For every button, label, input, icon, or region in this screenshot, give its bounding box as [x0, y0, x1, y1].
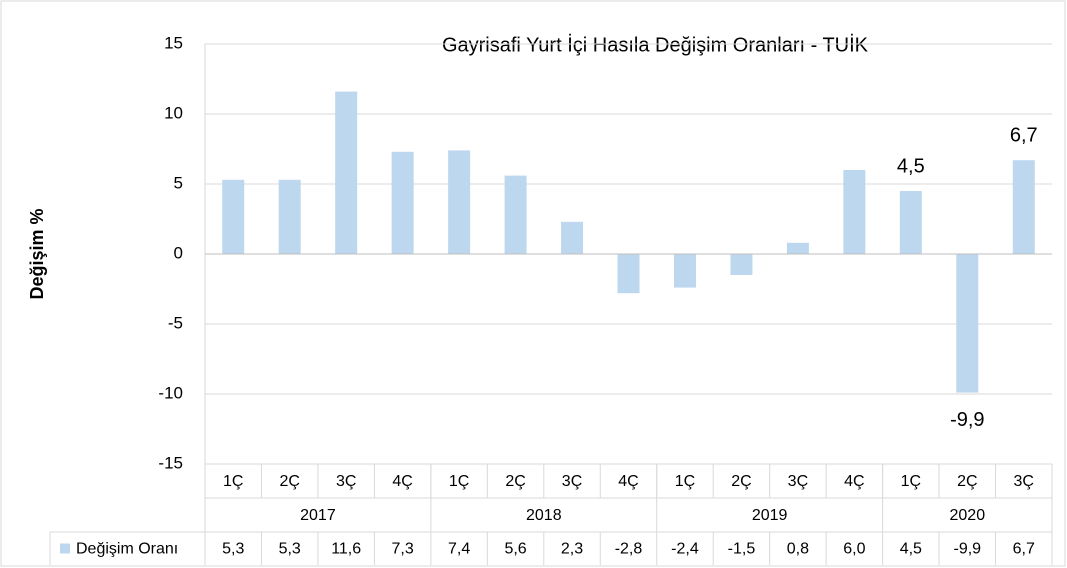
chart-title: Gayrisafi Yurt İçi Hasıla Değişim Oranla…: [442, 33, 869, 56]
table-value: 5,3: [279, 541, 301, 558]
bar: [673, 254, 696, 288]
bar: [1012, 160, 1035, 254]
data-label: 4,5: [897, 155, 925, 177]
x-tick-label: 3Ç: [336, 473, 356, 490]
bar: [504, 175, 527, 254]
y-tick-label: 15: [164, 33, 183, 52]
y-axis-label: Değişim %: [27, 208, 47, 299]
table-value: 7,4: [448, 541, 470, 558]
bar: [843, 170, 866, 254]
x-tick-label: 4Ç: [618, 473, 638, 490]
x-tick-label: 2Ç: [279, 473, 299, 490]
bar: [561, 221, 584, 254]
table-value: -2,4: [671, 541, 699, 558]
bar: [899, 191, 922, 254]
bar: [278, 179, 301, 254]
bar: [617, 254, 640, 294]
table-value: 11,6: [331, 541, 361, 558]
x-tick-label: 2Ç: [505, 473, 525, 490]
table-value: 5,3: [222, 541, 244, 558]
table-value: 7,3: [392, 541, 414, 558]
x-tick-label: 3Ç: [788, 473, 808, 490]
x-group-label: 2017: [300, 507, 336, 524]
bar: [391, 151, 414, 254]
x-tick-label: 1Ç: [223, 473, 243, 490]
x-group-label: 2020: [950, 507, 986, 524]
y-tick-label: -15: [158, 453, 183, 472]
table-value: 4,5: [900, 541, 922, 558]
y-tick-label: 5: [174, 173, 183, 192]
bar: [222, 179, 245, 254]
x-tick-label: 2Ç: [957, 473, 977, 490]
data-label: -9,9: [950, 409, 984, 431]
legend-label: Değişim Oranı: [76, 541, 178, 558]
x-group-label: 2019: [752, 507, 788, 524]
table-value: -1,5: [728, 541, 756, 558]
bar: [786, 242, 809, 254]
x-tick-label: 4Ç: [392, 473, 412, 490]
table-value: 5,6: [504, 541, 526, 558]
x-tick-label: 1Ç: [449, 473, 469, 490]
table-value: 6,7: [1013, 541, 1035, 558]
x-tick-label: 1Ç: [675, 473, 695, 490]
x-tick-label: 3Ç: [562, 473, 582, 490]
x-tick-label: 3Ç: [1014, 473, 1034, 490]
table-value: -2,8: [615, 541, 643, 558]
x-tick-label: 4Ç: [844, 473, 864, 490]
x-group-label: 2018: [526, 507, 562, 524]
bar: [956, 254, 979, 393]
y-tick-label: -5: [168, 313, 183, 332]
table-value: 2,3: [561, 541, 583, 558]
y-tick-label: -10: [158, 383, 183, 402]
x-tick-label: 2Ç: [731, 473, 751, 490]
bar: [448, 150, 471, 254]
data-label: 6,7: [1010, 124, 1038, 146]
table-value: 0,8: [787, 541, 809, 558]
legend-swatch: [60, 543, 70, 554]
bar: [730, 254, 753, 275]
y-tick-label: 0: [174, 243, 183, 262]
table-value: 6,0: [843, 541, 865, 558]
y-tick-label: 10: [164, 103, 183, 122]
x-tick-label: 1Ç: [901, 473, 921, 490]
table-value: -9,9: [954, 541, 982, 558]
bar: [335, 91, 358, 254]
